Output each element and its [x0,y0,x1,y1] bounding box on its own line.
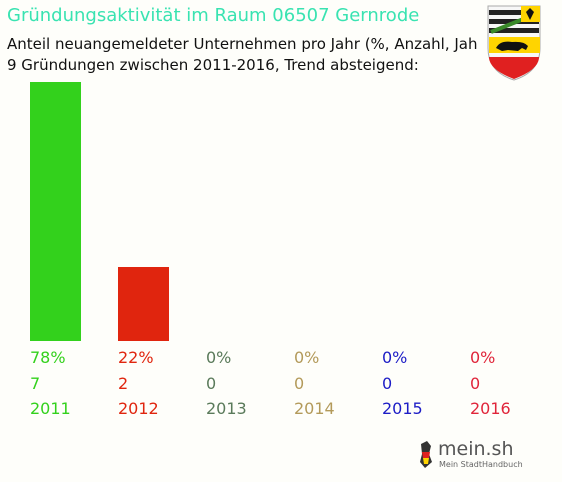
count-label-2015: 0 [382,374,392,393]
year-label-2015: 2015 [382,399,423,418]
count-label-2016: 0 [470,374,480,393]
year-label-2014: 2014 [294,399,335,418]
bar-2012 [118,267,169,341]
percent-label-2016: 0% [470,348,495,367]
coat-of-arms-icon [478,2,550,82]
chart-title: Gründungsaktivität im Raum 06507 Gernrod… [7,5,420,26]
chart-subtitle-line-1: Anteil neuangemeldeter Unternehmen pro J… [7,35,490,53]
year-label-2013: 2013 [206,399,247,418]
chart-subtitle-line-2: 9 Gründungen zwischen 2011-2016, Trend a… [7,56,419,74]
count-label-2014: 0 [294,374,304,393]
year-label-2012: 2012 [118,399,159,418]
percent-label-2014: 0% [294,348,319,367]
count-label-2012: 2 [118,374,128,393]
percent-label-2013: 0% [206,348,231,367]
logo-tagline: Mein StadtHandbuch [439,460,523,469]
percent-label-2011: 78% [30,348,66,367]
percent-label-2012: 22% [118,348,154,367]
percent-label-2015: 0% [382,348,407,367]
bar-2011 [30,82,81,341]
count-label-2013: 0 [206,374,216,393]
year-label-2016: 2016 [470,399,511,418]
mein-sh-logo [415,434,525,474]
year-label-2011: 2011 [30,399,71,418]
logo-name: mein.sh [438,438,514,460]
count-label-2011: 7 [30,374,40,393]
